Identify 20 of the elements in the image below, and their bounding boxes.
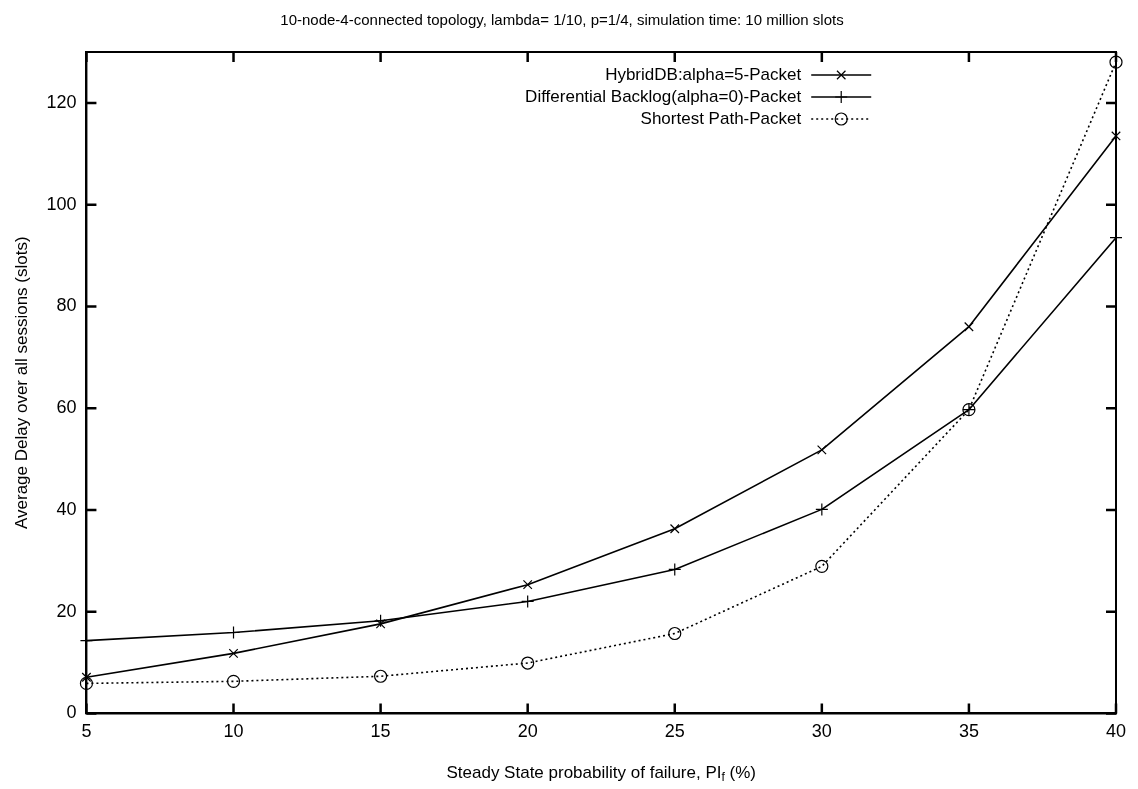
- y-tick-label: 0: [66, 702, 77, 723]
- chart-title: 10-node-4-connected topology, lambda= 1/10, p=1/4, simulation time: 10 million slots: [280, 11, 844, 29]
- x-tick-label: 40: [1105, 721, 1127, 742]
- legend-label: Shortest Path-Packet: [640, 108, 802, 128]
- y-tick-label: 80: [56, 295, 77, 316]
- y-tick-label: 40: [56, 498, 77, 519]
- x-tick-label: 10: [223, 721, 244, 742]
- y-tick-label: 20: [56, 600, 77, 621]
- y-tick-label: 60: [56, 397, 77, 418]
- y-tick-label: 100: [46, 193, 77, 214]
- legend-label: HybridDB:alpha=5-Packet: [605, 64, 802, 84]
- x-tick-label: 5: [81, 721, 92, 742]
- y-tick-label: 120: [46, 91, 77, 112]
- x-tick-label: 30: [811, 721, 832, 742]
- x-tick-label: 15: [370, 721, 391, 742]
- x-tick-label: 35: [958, 721, 979, 742]
- legend-label: Differential Backlog(alpha=0)-Packet: [525, 86, 802, 106]
- y-axis-title: Average Delay over all sessions (slots): [11, 236, 31, 529]
- x-tick-label: 20: [517, 721, 538, 742]
- x-tick-label: 25: [664, 721, 685, 742]
